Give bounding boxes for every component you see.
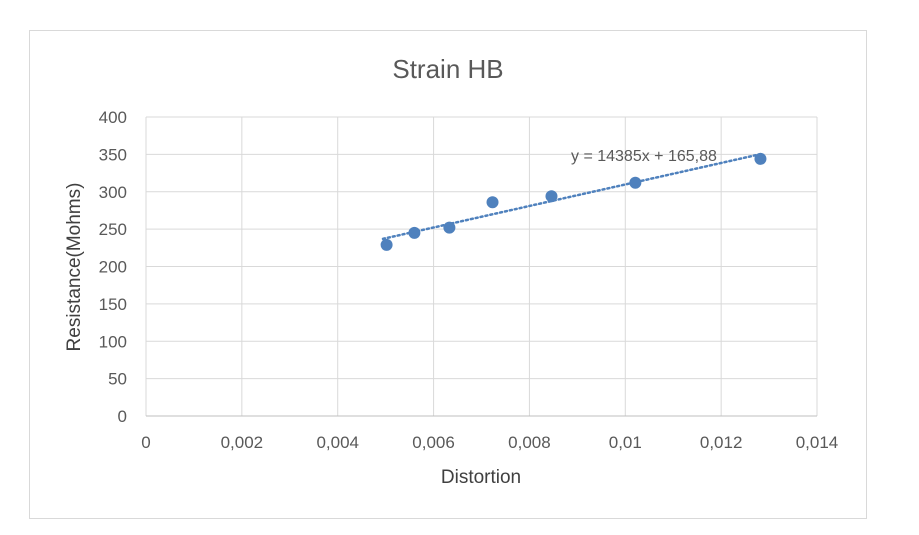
x-tick-label: 0,006 — [412, 433, 455, 452]
trendline — [381, 152, 762, 241]
trendline-equation: y = 14385x + 165,88 — [571, 148, 717, 165]
chart-frame — [29, 30, 867, 519]
y-tick-label: 250 — [99, 220, 127, 239]
x-tick-label: 0,012 — [700, 433, 743, 452]
y-tick-label: 150 — [99, 295, 127, 314]
data-point — [408, 226, 421, 239]
y-axis-title: Resistance(Mohms) — [64, 183, 85, 352]
y-tick-label: 300 — [99, 183, 127, 202]
x-axis-title: Distortion — [441, 467, 521, 488]
x-tick-label: 0,014 — [796, 433, 839, 452]
data-point — [629, 176, 642, 189]
data-point — [545, 190, 558, 203]
x-tick-label: 0,008 — [508, 433, 551, 452]
data-point — [486, 196, 499, 209]
y-tick-labels: 0 50 100 150 200 250 300 350 400 — [99, 108, 127, 426]
x-tick-label: 0 — [141, 433, 150, 452]
data-points — [380, 152, 767, 251]
trendline-group — [381, 152, 762, 241]
y-tick-label: 0 — [118, 407, 127, 426]
y-tick-label: 100 — [99, 332, 127, 351]
y-tick-label: 400 — [99, 108, 127, 127]
data-point — [380, 238, 393, 251]
x-tick-label: 0,002 — [221, 433, 264, 452]
y-tick-label: 200 — [99, 258, 127, 277]
x-tick-labels: 0 0,002 0,004 0,006 0,008 0,01 0,012 0,014 — [141, 433, 838, 452]
y-tick-label: 350 — [99, 145, 127, 164]
x-tick-label: 0,004 — [316, 433, 359, 452]
gridlines — [146, 116, 818, 416]
data-point — [443, 221, 456, 234]
data-point — [754, 152, 767, 165]
x-tick-label: 0,01 — [609, 433, 642, 452]
y-tick-label: 50 — [108, 370, 127, 389]
axes — [145, 117, 817, 417]
chart-title: Strain HB — [392, 54, 503, 84]
